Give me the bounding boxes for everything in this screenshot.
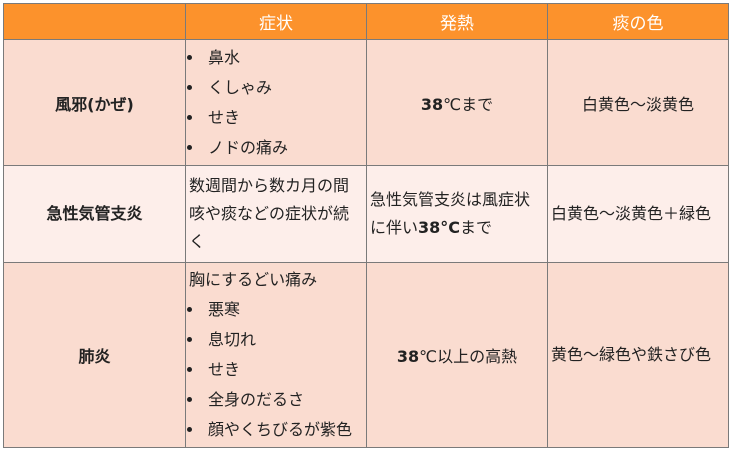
symptoms-cell: 鼻水 くしゃみ せき ノドの痛み: [185, 39, 367, 166]
phlegm-cell: 白黄色～淡黄色: [547, 39, 729, 166]
disease-comparison-table: 症状 発熱 痰の色 風邪(かぜ) 鼻水 くしゃみ せき ノドの痛み 38℃まで …: [3, 3, 729, 448]
disease-name: 風邪(かぜ): [3, 39, 186, 166]
symptoms-list: 鼻水 くしゃみ せき ノドの痛み: [189, 43, 363, 163]
disease-name: 急性気管支炎: [3, 165, 186, 263]
fever-text-end: まで: [460, 218, 493, 237]
phlegm-cell: 黄色～緑色や鉄さび色: [547, 262, 729, 448]
list-item: せき: [204, 355, 363, 385]
fever-temp: 38: [396, 347, 420, 366]
list-item: せき: [204, 103, 363, 133]
fever-text: ℃以上の高熱: [419, 347, 518, 366]
list-item: ノドの痛み: [204, 133, 363, 163]
fever-cell: 急性気管支炎は風症状に伴い38°Cまで: [366, 165, 548, 263]
symptoms-list: 悪寒 息切れ せき 全身のだるさ 顔やくちびるが紫色: [189, 295, 363, 445]
table-row: 急性気管支炎 数週間から数カ月の間咳や痰などの症状が続く 急性気管支炎は風症状に…: [3, 165, 729, 263]
fever-temp: 38°C: [418, 218, 461, 237]
list-item: 悪寒: [204, 295, 363, 325]
table-row: 肺炎 胸にするどい痛み 悪寒 息切れ せき 全身のだるさ 顔やくちびるが紫色 3…: [3, 262, 729, 448]
header-fever: 発熱: [366, 3, 548, 40]
list-item: 顔やくちびるが紫色: [204, 415, 363, 445]
symptoms-cell: 胸にするどい痛み 悪寒 息切れ せき 全身のだるさ 顔やくちびるが紫色: [185, 262, 367, 448]
header-row: 症状 発熱 痰の色: [3, 3, 729, 40]
fever-cell: 38℃まで: [366, 39, 548, 166]
header-blank: [3, 3, 186, 40]
list-item: 鼻水: [204, 43, 363, 73]
list-item: くしゃみ: [204, 73, 363, 103]
symptoms-intro: 胸にするどい痛み: [189, 270, 318, 289]
header-symptoms: 症状: [185, 3, 367, 40]
fever-temp: 38: [420, 94, 444, 114]
disease-name: 肺炎: [3, 262, 186, 448]
fever-cell: 38℃以上の高熱: [366, 262, 548, 448]
symptoms-cell: 数週間から数カ月の間咳や痰などの症状が続く: [185, 165, 367, 263]
fever-text: 急性気管支炎は風症状に伴い: [370, 190, 531, 237]
header-phlegm-color: 痰の色: [547, 3, 729, 40]
list-item: 息切れ: [204, 325, 363, 355]
table-row: 風邪(かぜ) 鼻水 くしゃみ せき ノドの痛み 38℃まで 白黄色～淡黄色: [3, 39, 729, 166]
list-item: 全身のだるさ: [204, 385, 363, 415]
fever-text: ℃まで: [443, 94, 494, 114]
phlegm-cell: 白黄色～淡黄色＋緑色: [547, 165, 729, 263]
